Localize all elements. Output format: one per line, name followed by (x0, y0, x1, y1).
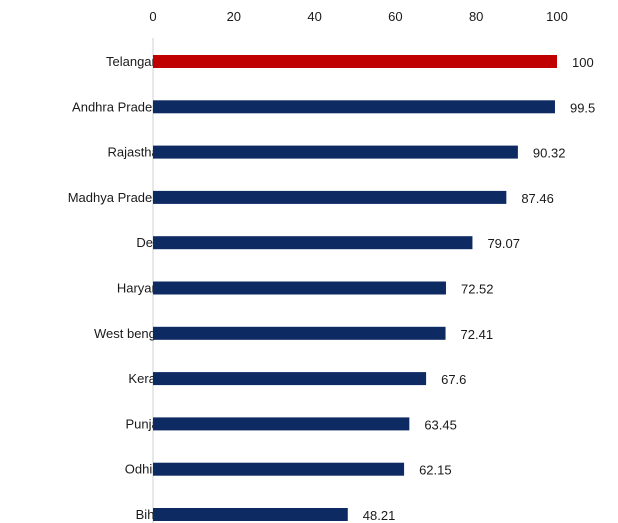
bar (153, 55, 557, 68)
value-label: 72.52 (461, 282, 494, 297)
value-label: 67.6 (441, 372, 466, 387)
category-label: Madhya Pradesh (68, 190, 166, 205)
bar (153, 145, 518, 159)
x-tick-label: 100 (546, 9, 568, 24)
value-label: 72.41 (461, 327, 494, 342)
bar (153, 190, 507, 204)
x-tick-label: 20 (227, 9, 241, 24)
bars-group: Telangana 100 Andhra Pradesh 99.5 Rajasthan 9… (68, 54, 596, 523)
bar (153, 326, 446, 340)
x-tick-label: 60 (388, 9, 402, 24)
bar (153, 372, 427, 386)
category-label: Rajasthan (107, 145, 166, 160)
value-label: 90.32 (533, 146, 566, 161)
value-label: 48.21 (363, 508, 396, 523)
bar (153, 462, 405, 476)
value-label: 99.5 (570, 100, 595, 115)
bar (153, 508, 348, 521)
x-tick-label: 80 (469, 9, 483, 24)
bar (153, 100, 555, 114)
value-label: 63.45 (424, 417, 457, 432)
bar (153, 236, 473, 250)
bar (153, 281, 446, 295)
value-label: 100 (572, 55, 594, 70)
bar (153, 417, 410, 431)
value-label: 87.46 (521, 191, 554, 206)
category-label: Telangana (106, 54, 167, 69)
x-axis-ticks: 0 20 40 60 80 100 (149, 9, 567, 24)
x-tick-label: 0 (149, 9, 156, 24)
category-label: West bengal (94, 326, 166, 341)
value-label: 62.15 (419, 463, 452, 478)
x-tick-label: 40 (307, 9, 321, 24)
category-label: Andhra Pradesh (72, 99, 166, 114)
value-label: 79.07 (487, 236, 520, 251)
